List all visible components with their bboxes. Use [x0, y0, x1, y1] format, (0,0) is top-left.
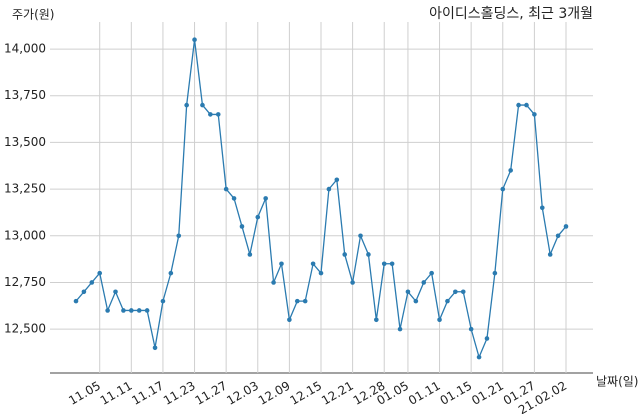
point	[113, 289, 118, 295]
point	[350, 280, 355, 285]
point	[358, 233, 363, 239]
point	[563, 224, 569, 229]
x-tick-label: 12.21	[319, 379, 356, 408]
point	[310, 261, 316, 267]
y-tick-label: 13,000	[4, 228, 46, 242]
chart-title: 아이디스홀딩스, 최근 3개월	[429, 6, 593, 22]
point	[271, 280, 276, 285]
point	[287, 317, 292, 323]
x-tick-label: 11.23	[161, 379, 198, 408]
point	[476, 354, 482, 360]
point	[176, 233, 182, 239]
point	[168, 270, 174, 276]
point	[555, 233, 561, 239]
point	[508, 168, 513, 173]
x-axis-label: 날짜(일)	[596, 375, 638, 389]
point	[73, 298, 79, 304]
point	[279, 261, 284, 267]
point	[381, 261, 387, 267]
x-tick-label: 01.15	[438, 379, 475, 408]
x-tick-label: 01.11	[406, 379, 443, 408]
y-tick-label: 12,500	[4, 322, 46, 336]
point	[152, 345, 158, 351]
point	[239, 224, 245, 229]
point	[532, 112, 537, 117]
point	[318, 270, 324, 276]
point	[547, 252, 553, 257]
point	[231, 196, 237, 201]
y-axis-label: 주가(원)	[12, 8, 54, 22]
point	[129, 308, 134, 313]
point	[421, 280, 427, 285]
point	[81, 289, 87, 295]
point	[405, 289, 411, 295]
point	[468, 326, 474, 332]
point	[192, 37, 197, 43]
point	[413, 298, 419, 304]
point	[144, 308, 150, 313]
point	[539, 205, 545, 211]
point	[516, 102, 521, 108]
point	[374, 317, 379, 323]
point	[215, 112, 221, 117]
point	[89, 280, 95, 285]
point	[247, 252, 253, 257]
x-tick-label: 11.11	[98, 379, 135, 408]
point	[334, 177, 340, 183]
point	[223, 186, 229, 192]
point	[429, 270, 434, 276]
x-tick-label: 11.27	[193, 379, 230, 408]
point	[326, 186, 332, 192]
point	[492, 270, 498, 276]
point	[97, 270, 103, 276]
point	[342, 252, 348, 257]
point	[105, 308, 110, 313]
point	[184, 102, 189, 108]
point	[500, 186, 506, 192]
x-tick-label: 11.05	[66, 379, 103, 408]
y-tick-label: 13,750	[4, 88, 46, 102]
x-tick-label: 11.17	[129, 379, 166, 408]
y-tick-label: 14,000	[4, 42, 46, 56]
y-tick-label: 12,750	[4, 275, 46, 289]
x-tick-label: 12.15	[287, 379, 324, 408]
point	[200, 102, 205, 108]
point	[460, 289, 466, 295]
point	[302, 298, 308, 304]
point	[397, 326, 403, 332]
point	[136, 308, 142, 313]
point	[445, 298, 450, 304]
y-tick-label: 13,500	[4, 135, 46, 149]
point	[121, 308, 126, 313]
point	[366, 252, 371, 257]
x-tick-label: 12.03	[224, 379, 261, 408]
y-tick-label: 13,250	[4, 182, 46, 196]
point	[389, 261, 395, 267]
point	[255, 214, 261, 220]
point	[208, 112, 213, 117]
x-tick-label: 01.21	[469, 379, 506, 408]
point	[294, 298, 300, 304]
point	[263, 196, 268, 201]
point	[437, 317, 442, 323]
point	[160, 298, 166, 304]
point	[453, 289, 458, 295]
point	[484, 336, 490, 341]
x-tick-label: 12.09	[256, 379, 293, 408]
point	[524, 102, 529, 108]
